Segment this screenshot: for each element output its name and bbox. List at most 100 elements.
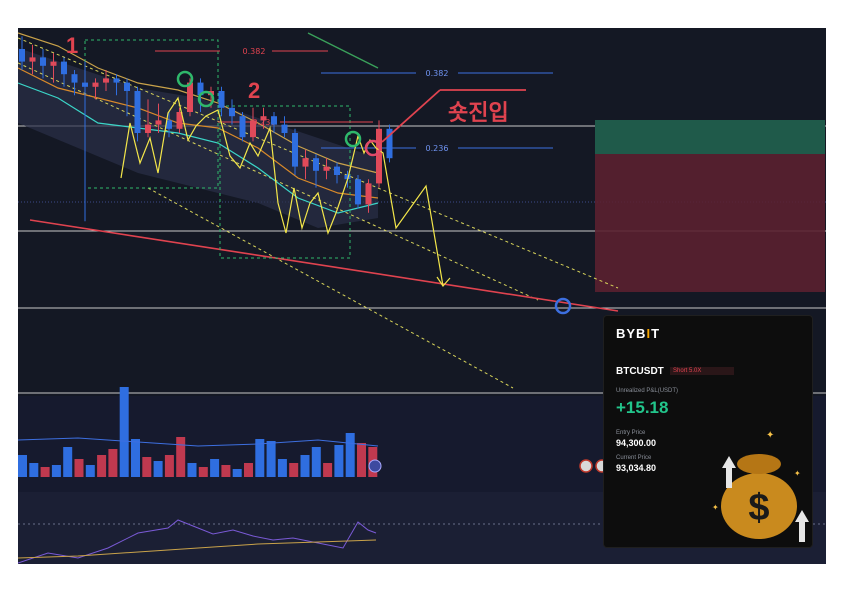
- target-marker: [554, 297, 572, 315]
- volume-bar: [142, 457, 152, 477]
- volume-bar: [63, 447, 73, 477]
- sparkle-icon-3: ✦: [712, 503, 719, 512]
- candle-body: [155, 120, 162, 125]
- bybit-pnl-card: BYBIT BTCUSDT Short 5.0X Unrealized P&L(…: [604, 316, 812, 547]
- volume-bar: [108, 449, 118, 477]
- ma-fast: [18, 82, 379, 214]
- volume-ma: [18, 437, 379, 447]
- arrow-up-icon-left: [722, 456, 736, 488]
- candle-body: [187, 82, 193, 112]
- candle-body: [166, 120, 172, 129]
- volume-bar: [131, 439, 140, 477]
- volume-bar: [29, 463, 39, 477]
- rsi-ma-line: [18, 539, 377, 559]
- candle-body: [61, 61, 67, 75]
- candle-body: [103, 78, 109, 83]
- volume-bar: [300, 455, 310, 477]
- descending-support-line: [29, 219, 619, 312]
- volume-bar: [357, 443, 366, 477]
- candle-body: [313, 158, 319, 171]
- candle-body: [218, 91, 225, 108]
- money-bag-body: [721, 473, 797, 539]
- candle-body: [323, 166, 330, 171]
- candle-body: [386, 128, 393, 159]
- stop-loss-zone: [595, 120, 825, 154]
- ma-slow: [18, 32, 379, 174]
- flag-us-icon: [579, 459, 593, 473]
- volume-bar: [221, 465, 231, 477]
- entry-marker: [364, 139, 382, 157]
- candle-body: [365, 183, 372, 205]
- pivot-marker-1: [176, 70, 194, 88]
- candle-body: [197, 82, 204, 96]
- candle-body: [82, 82, 88, 87]
- candle-body: [355, 179, 361, 205]
- candle-body: [260, 116, 267, 121]
- candle-body: [71, 74, 78, 83]
- volume-bars: [18, 387, 378, 477]
- candle-body: [344, 175, 351, 180]
- candle-body: [29, 57, 36, 62]
- candle-body: [113, 78, 120, 83]
- position-side-badge: Short 5.0X: [670, 367, 734, 375]
- candle-body: [292, 133, 298, 167]
- sparkle-icon: ✦: [766, 430, 774, 441]
- dollar-icon: $: [748, 487, 769, 529]
- pnl-value: +15.18: [616, 398, 669, 417]
- volume-bar: [153, 461, 163, 477]
- money-bag-graphic: $ ✦ ✦ ✦: [712, 430, 809, 542]
- candle-body: [250, 120, 256, 138]
- sparkle-icon-2: ✦: [794, 469, 801, 478]
- projection-arrowhead: [436, 276, 451, 287]
- candle-body: [176, 112, 183, 129]
- candle-body: [239, 116, 246, 138]
- pivot-marker-3: [344, 130, 362, 148]
- volume-bar: [18, 455, 27, 477]
- volume-bar: [244, 463, 253, 477]
- bybit-logo: BYBIT: [616, 326, 661, 341]
- candle-body: [302, 158, 309, 167]
- candle-body: [134, 91, 141, 133]
- volume-bar: [119, 387, 129, 477]
- volume-bar: [187, 463, 197, 477]
- volume-bar: [232, 469, 242, 477]
- volume-bar: [277, 459, 287, 477]
- candle-body: [334, 166, 340, 175]
- entry-pointer: [381, 89, 441, 143]
- volume-bar: [255, 439, 265, 477]
- rsi-line: [18, 519, 377, 564]
- candles-group: [19, 36, 393, 222]
- pnl-label: Unrealized P&L(USDT): [616, 388, 679, 394]
- volume-bar: [323, 463, 333, 477]
- wave2-box: [219, 105, 351, 259]
- volume-bar: [289, 463, 299, 477]
- arrow-up-icon-right: [795, 510, 809, 542]
- ma-long-segment: [307, 32, 379, 69]
- candle-body: [50, 61, 57, 66]
- candle-body: [40, 57, 46, 66]
- entry-price-value: 94,300.00: [616, 438, 657, 448]
- trading-pair: BTCUSDT: [616, 366, 664, 377]
- candle-body: [92, 82, 99, 87]
- upper-channel-line: [18, 62, 539, 301]
- money-bag-top: [737, 454, 781, 474]
- candle-body: [124, 82, 130, 91]
- volume-bar: [345, 433, 355, 477]
- volume-bar: [97, 455, 107, 477]
- lightning-icon: [368, 459, 382, 473]
- volume-bar: [176, 437, 186, 477]
- pivot-marker-2: [197, 90, 215, 108]
- ma-mid: [18, 67, 379, 199]
- entry-price-label: Entry Price: [616, 430, 646, 436]
- volume-bar: [266, 441, 276, 477]
- volume-bar: [210, 459, 220, 477]
- candle-body: [376, 128, 382, 184]
- fib-red-382-label: 0.382: [243, 47, 266, 56]
- candle-body: [229, 107, 235, 117]
- current-price-value: 93,034.80: [616, 463, 657, 473]
- candle-body: [281, 124, 288, 133]
- wave-1-label: 1: [66, 33, 78, 58]
- volume-bar: [311, 447, 321, 477]
- volume-bar: [40, 467, 50, 477]
- volume-bar: [334, 445, 344, 477]
